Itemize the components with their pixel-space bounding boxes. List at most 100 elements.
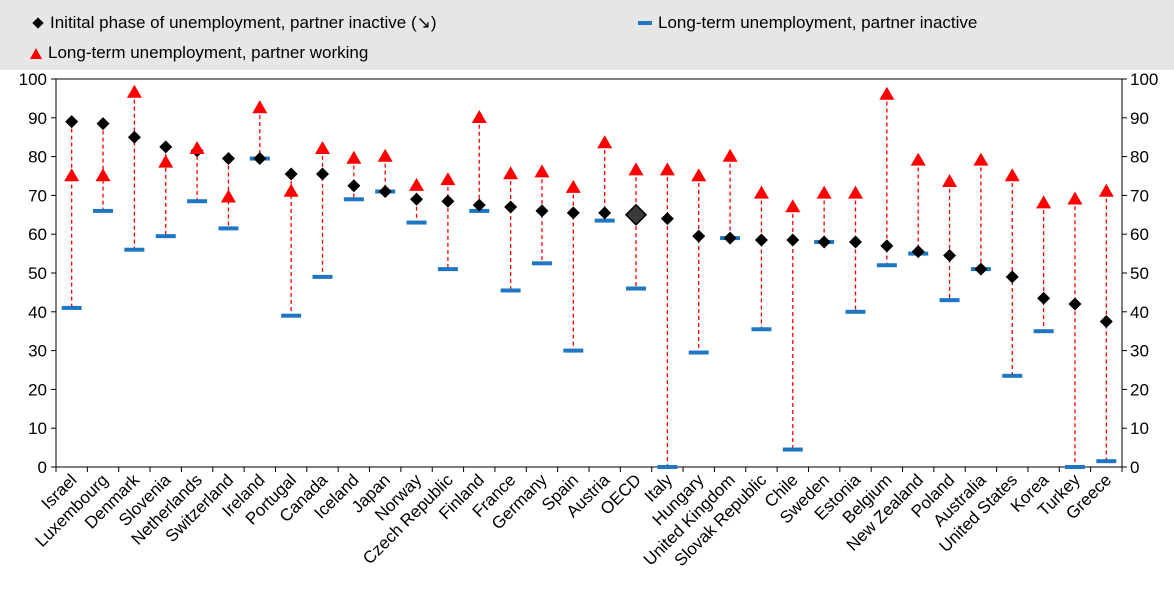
long-term-inactive-mark [594,218,615,223]
long-term-working-point [440,172,456,186]
legend-item-long-term-working: Long-term unemployment, partner working [30,43,368,63]
long-term-working-point [879,86,895,100]
y-tick-label-right: 40 [1130,303,1149,322]
long-term-working-point [659,162,675,176]
long-term-working-point [534,164,550,178]
long-term-working-point [848,185,863,199]
long-term-inactive-mark [876,263,897,268]
initial-phase-point [566,206,580,220]
long-term-working-point [64,168,80,182]
long-term-working-point [1004,168,1020,182]
long-term-inactive-mark [61,305,82,310]
long-term-working-point [315,141,330,155]
initial-phase-point-oecd [624,203,648,226]
y-tick-label-left: 40 [28,303,47,322]
initial-phase-point [1099,315,1113,328]
long-term-working-point [126,84,142,98]
initial-phase-point [1005,270,1019,284]
long-term-inactive-mark [187,199,208,204]
initial-phase-point [253,152,267,166]
legend-label-initial-phase: Initital phase of unemployment, partner … [50,13,437,32]
long-term-working-point [816,185,832,199]
long-term-working-point [346,150,362,164]
long-term-working-point [1098,183,1114,197]
long-term-inactive-mark [782,447,803,452]
long-term-inactive-mark [155,234,176,239]
long-term-working-point [1036,195,1052,209]
long-term-inactive-mark [281,313,302,318]
legend-label-long-term-inactive: Long-term unemployment, partner inactive [658,13,978,32]
long-term-inactive-mark [1033,329,1054,334]
long-term-inactive-mark [312,274,333,279]
y-tick-label-right: 50 [1130,264,1149,283]
y-tick-label-left: 70 [28,186,47,205]
initial-phase-point [974,262,988,276]
initial-phase-point [1037,291,1051,305]
legend-item-initial-phase: Initital phase of unemployment, partner … [28,13,437,33]
long-term-working-point [377,148,393,162]
long-term-inactive-mark [563,348,584,353]
long-term-working-point [597,135,613,149]
long-term-working-point [785,199,801,213]
initial-phase-point [943,249,957,263]
initial-phase-point [159,140,173,154]
initial-phase-point [849,235,862,249]
long-term-inactive-mark [1064,465,1085,469]
y-tick-label-left: 100 [19,70,47,89]
y-tick-label-left: 60 [28,225,47,244]
long-term-working-point [95,168,111,182]
long-term-working-point [1067,191,1083,205]
long-term-inactive-mark [218,226,239,231]
long-term-inactive-mark [124,247,145,252]
initial-phase-point [441,194,455,208]
long-term-inactive-mark [688,350,709,355]
initial-phase-point [911,245,925,259]
long-term-inactive-mark [1096,459,1117,464]
long-term-working-point [158,154,174,168]
y-tick-label-right: 60 [1130,225,1149,244]
initial-phase-point [880,239,894,253]
initial-phase-point [817,235,831,249]
initial-phase-point [316,167,329,181]
long-term-working-point [973,152,989,166]
long-term-working-point [252,100,268,114]
long-term-working-point [628,162,644,176]
initial-phase-point [410,192,424,206]
long-term-inactive-mark [500,288,521,293]
y-tick-label-right: 70 [1130,186,1149,205]
long-term-inactive-mark [406,220,427,225]
long-term-working-point [942,174,958,188]
initial-phase-point [347,179,361,193]
initial-phase-point [692,229,706,243]
long-term-working-point [471,110,487,123]
long-term-working-point [189,141,205,155]
y-tick-label-right: 90 [1130,109,1149,128]
long-term-working-point [220,189,236,203]
y-tick-label-right: 100 [1130,70,1158,89]
long-term-inactive-mark [437,267,458,272]
long-term-working-point [753,185,769,199]
long-term-inactive-mark [93,208,114,213]
y-tick-label-right: 30 [1130,342,1149,361]
initial-phase-point [1068,297,1082,311]
initial-phase-point [504,200,518,214]
legend-item-long-term-inactive: Long-term unemployment, partner inactive [636,13,977,33]
y-tick-label-left: 50 [28,264,47,283]
long-term-working-point [409,177,425,191]
initial-phase-point [221,152,235,166]
initial-phase-point [786,233,800,247]
long-term-working-point [283,183,299,197]
long-term-working-point [565,179,581,193]
long-term-inactive-mark [1002,373,1023,378]
initial-phase-point [96,117,110,131]
long-term-inactive-mark [343,197,364,202]
y-tick-label-left: 20 [28,380,47,399]
y-tick-label-right: 0 [1130,458,1139,477]
y-tick-label-left: 80 [28,148,47,167]
long-term-working-point [910,152,926,166]
long-term-inactive-mark [657,465,678,469]
y-tick-label-left: 90 [28,109,47,128]
initial-phase-point [284,167,298,181]
triangle-marker-icon [30,47,42,59]
